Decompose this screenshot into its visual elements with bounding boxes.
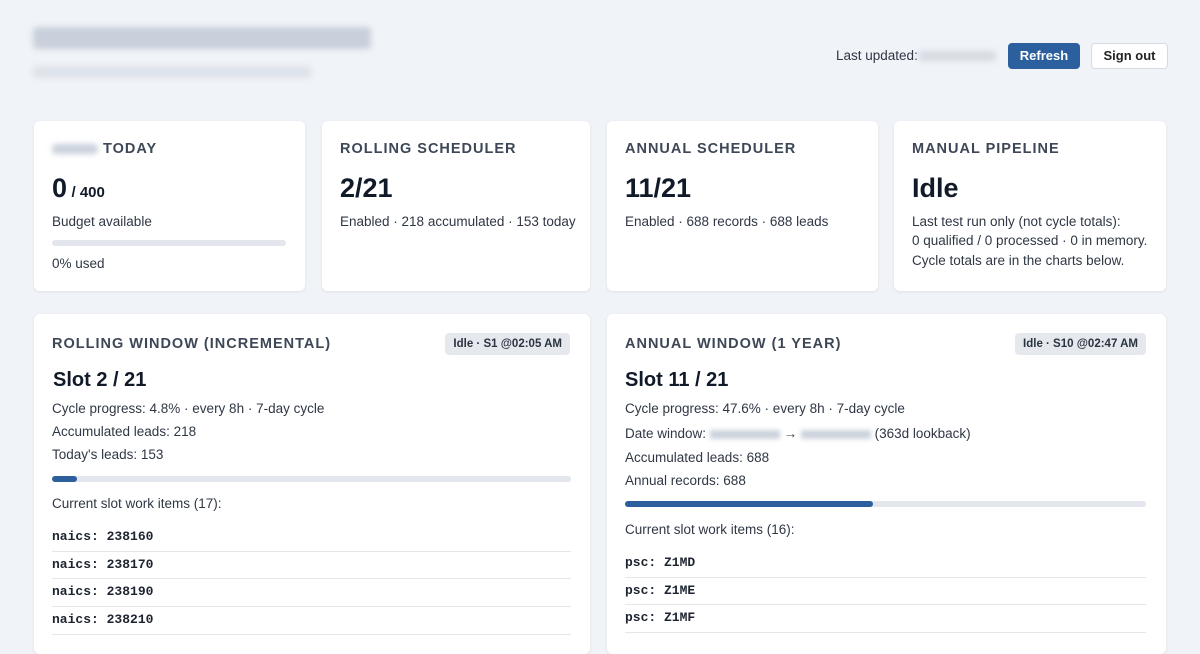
work-item: naics: 238210 (52, 607, 571, 635)
slot: Slot 11 / 21 (625, 369, 729, 391)
window-line: Accumulated leads: 218 (52, 424, 197, 439)
items-list: psc: Z1MD psc: Z1ME psc: Z1MF (625, 550, 1146, 634)
card-value: 11/21 (625, 173, 692, 203)
work-item: psc: Z1MF (625, 605, 1146, 634)
progress-fill (625, 501, 873, 507)
blurred-prefix (52, 144, 98, 154)
blurred-title (33, 27, 371, 49)
card-label: TODAY (103, 141, 158, 157)
window-line: Today's leads: 153 (52, 447, 164, 462)
progress-track (625, 501, 1146, 507)
window-line: Cycle progress: 47.6% · every 8h · 7-day… (625, 401, 905, 416)
slot: Slot 2 / 21 (53, 369, 147, 391)
work-item: psc: Z1MD (625, 550, 1146, 578)
blurred-date (800, 429, 871, 439)
window-line: Cycle progress: 4.8% · every 8h · 7-day … (52, 401, 325, 416)
annual-window-card: ANNUAL WINDOW (1 YEAR) Idle · S10 @02:47… (607, 314, 1166, 654)
annual-card: ANNUAL SCHEDULER 11/21 Enabled · 688 rec… (607, 121, 878, 291)
work-item: psc: Z1ME (625, 578, 1146, 606)
card-line: 0% used (52, 256, 105, 271)
date-lookback: (363d lookback) (874, 426, 971, 441)
window-title: ANNUAL WINDOW (1 YEAR) (625, 336, 842, 352)
card-label: ROLLING SCHEDULER (340, 141, 517, 157)
sign-out-button[interactable]: Sign out (1091, 43, 1168, 69)
card-value: Idle (912, 173, 959, 203)
page: Last updated: Refresh Sign out TODAY 0 /… (33, 27, 1168, 654)
card-line: Last test run only (not cycle totals): (912, 214, 1121, 229)
card-value: 0 (52, 173, 68, 203)
items-list: naics: 238160 naics: 238170 naics: 238190 n… (52, 524, 571, 635)
work-item: naics: 238160 (52, 524, 571, 552)
card-value: 2/21 (340, 173, 393, 203)
pipeline-card: MANUAL PIPELINE Idle Last test run only … (894, 121, 1166, 291)
window-title: ROLLING WINDOW (INCREMENTAL) (52, 336, 332, 352)
last-updated-label: Last updated: (836, 48, 918, 63)
card-value-suffix: / 400 (71, 184, 105, 201)
card-line: Cycle totals are in the charts below. (912, 253, 1125, 268)
budget-card: TODAY 0 / 400 Budget available 0% used (34, 121, 305, 291)
card-line: Budget available (52, 214, 152, 229)
status-badge: Idle · S1 @02:05 AM (445, 333, 570, 355)
blurred-subtitle (33, 66, 311, 78)
work-item: naics: 238190 (52, 579, 571, 608)
items-label: Current slot work items (16): (625, 522, 795, 537)
blurred-timestamp (918, 51, 996, 61)
card-line: Enabled · 218 accumulated · 153 today (340, 214, 576, 229)
card-line: 0 qualified / 0 processed · 0 in memory. (912, 233, 1148, 248)
card-line: Enabled · 688 records · 688 leads (625, 214, 829, 229)
blurred-date (709, 429, 780, 439)
date-arrow: → (783, 426, 798, 441)
date-window-line: Date window: → (363d lookback) (625, 424, 971, 444)
rolling-card: ROLLING SCHEDULER 2/21 Enabled · 218 acc… (322, 121, 590, 291)
card-label: MANUAL PIPELINE (912, 141, 1060, 157)
card-label: ANNUAL SCHEDULER (625, 141, 797, 157)
budget-track (52, 240, 286, 246)
window-line: Accumulated leads: 688 (625, 450, 770, 465)
items-label: Current slot work items (17): (52, 496, 222, 511)
work-item: naics: 238170 (52, 552, 571, 580)
refresh-button[interactable]: Refresh (1008, 43, 1080, 69)
progress-fill (52, 476, 77, 482)
status-badge: Idle · S10 @02:47 AM (1015, 333, 1146, 355)
rolling-window-card: ROLLING WINDOW (INCREMENTAL) Idle · S1 @… (34, 314, 590, 654)
progress-track (52, 476, 571, 482)
date-label: Date window: (625, 426, 707, 441)
window-line: Annual records: 688 (625, 473, 746, 488)
